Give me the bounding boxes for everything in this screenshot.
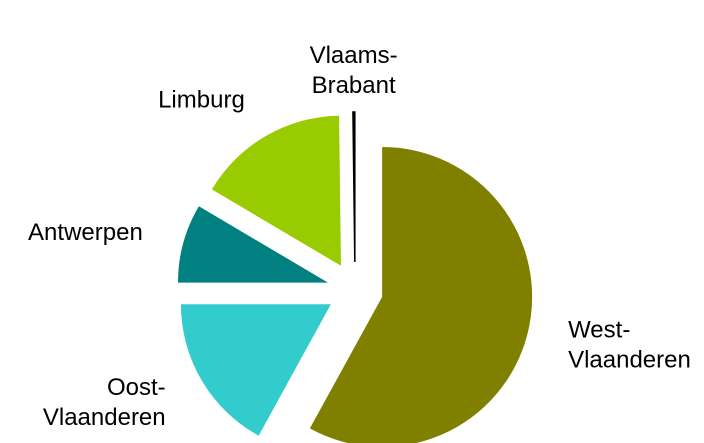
slice-label: Limburg <box>158 87 245 114</box>
pie-slice <box>180 304 331 436</box>
pie-slice <box>211 115 341 266</box>
pie-slice <box>177 206 328 283</box>
pie-slice <box>309 146 533 443</box>
slice-label: Vlaams-Brabant <box>310 42 398 99</box>
slice-label: West-Vlaanderen <box>568 317 691 374</box>
pie-slice <box>352 111 356 263</box>
slice-label: Antwerpen <box>28 219 143 246</box>
slice-label: Oost-Vlaanderen <box>43 374 166 431</box>
